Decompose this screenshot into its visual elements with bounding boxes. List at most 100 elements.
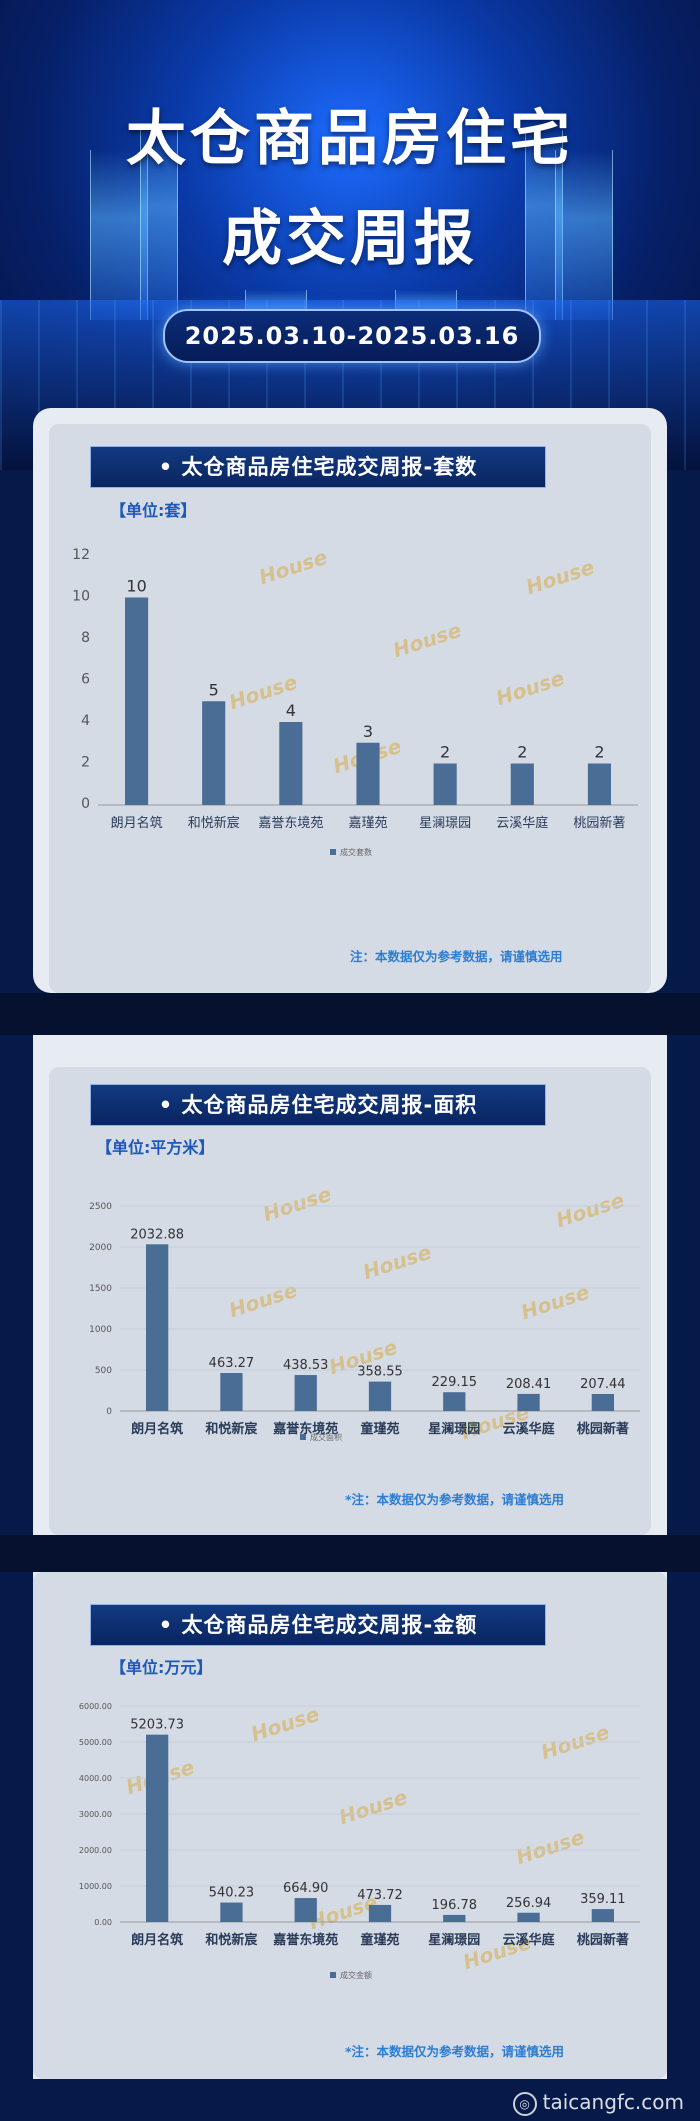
section-card-amount xyxy=(33,1572,667,2079)
category-label: 嘉誉东境苑 xyxy=(272,1932,338,1948)
y-tick-label: 3000.00 xyxy=(79,1810,112,1819)
category-label: 云溪华庭 xyxy=(496,815,548,831)
y-tick-label: 500 xyxy=(95,1366,112,1376)
unit-label: 【单位:平方米】 xyxy=(96,1138,215,1157)
category-label: 和悦新宸 xyxy=(188,815,240,831)
y-tick-label: 6000.00 xyxy=(79,1702,112,1711)
section-divider xyxy=(0,1535,700,1572)
section-header: • 太仓商品房住宅成交周报-套数 xyxy=(90,446,546,488)
bar xyxy=(294,1898,317,1922)
section-header: • 太仓商品房住宅成交周报-金额 xyxy=(90,1604,546,1646)
bar xyxy=(220,1373,243,1411)
data-label: 207.44 xyxy=(580,1377,626,1392)
bar xyxy=(443,1914,466,1922)
site-logo-icon: ◎ xyxy=(512,2091,537,2116)
section-header: • 太仓商品房住宅成交周报-面积 xyxy=(90,1084,546,1126)
legend-label: 成交套数 xyxy=(340,847,372,857)
data-label: 2 xyxy=(594,743,604,762)
bar xyxy=(591,1909,614,1922)
bar xyxy=(279,722,303,805)
legend-swatch xyxy=(330,1972,336,1978)
category-label: 童瑾苑 xyxy=(360,1932,399,1948)
y-tick-label: 1000.00 xyxy=(79,1882,112,1891)
category-label: 朗月名筑 xyxy=(131,1421,183,1437)
bar xyxy=(517,1393,540,1411)
bar xyxy=(368,1904,392,1922)
category-label: 星澜璟园 xyxy=(428,1421,480,1437)
bar xyxy=(510,763,534,805)
category-label: 桃园新著 xyxy=(577,1932,629,1948)
category-label: 云溪华庭 xyxy=(503,1421,556,1437)
category-label: 朗月名筑 xyxy=(111,815,163,831)
y-tick-label: 12 xyxy=(72,547,90,563)
y-tick-label: 5000.00 xyxy=(79,1738,112,1747)
section-inner xyxy=(49,424,651,993)
data-label: 463.27 xyxy=(209,1356,255,1371)
bar xyxy=(146,1244,169,1411)
light-pillar xyxy=(555,150,613,320)
y-tick-label: 0.00 xyxy=(94,1918,112,1927)
y-tick-label: 0 xyxy=(81,796,90,812)
category-label: 桃园新著 xyxy=(573,815,625,831)
category-label: 嘉誉东境苑 xyxy=(272,1421,338,1437)
data-label: 208.41 xyxy=(506,1377,552,1392)
disclaimer-note: *注：本数据仅为参考数据，请谨慎选用 xyxy=(345,1492,565,1507)
category-label: 和悦新宸 xyxy=(205,1421,258,1437)
data-label: 2 xyxy=(517,743,527,762)
disclaimer-note: 注：本数据仅为参考数据，请谨慎选用 xyxy=(350,949,563,964)
bar xyxy=(587,763,611,805)
page-title: 太仓商品房住宅 xyxy=(126,104,574,174)
y-tick-label: 2000 xyxy=(89,1243,112,1253)
bar xyxy=(220,1902,243,1922)
bar xyxy=(433,763,457,805)
legend-swatch xyxy=(330,849,336,855)
bar xyxy=(146,1734,169,1922)
data-label: 438.53 xyxy=(283,1358,329,1373)
legend-label: 成交面积 xyxy=(310,1432,342,1442)
category-label: 嘉誉东境苑 xyxy=(258,816,323,831)
y-tick-label: 1000 xyxy=(89,1325,112,1335)
data-label: 5 xyxy=(209,680,219,699)
data-label: 359.11 xyxy=(580,1892,626,1907)
category-label: 星澜璟园 xyxy=(428,1932,480,1948)
hero-banner: 太仓商品房住宅 成交周报 2025.03.10-2025.03.16 xyxy=(0,0,700,470)
data-label: 664.90 xyxy=(283,1881,329,1896)
data-label: 229.15 xyxy=(432,1375,478,1390)
data-label: 358.55 xyxy=(357,1365,403,1380)
category-label: 云溪华庭 xyxy=(503,1932,556,1948)
y-tick-label: 2 xyxy=(81,755,90,771)
y-tick-label: 6 xyxy=(81,672,90,688)
y-tick-label: 8 xyxy=(81,630,90,646)
data-label: 3 xyxy=(363,722,373,741)
y-tick-label: 0 xyxy=(106,1407,112,1417)
site-footer: ◎ taicangfc.com xyxy=(512,2090,684,2116)
bar xyxy=(443,1392,466,1411)
legend-label: 成交金额 xyxy=(340,1970,372,1980)
data-label: 10 xyxy=(126,577,146,596)
category-label: 桃园新著 xyxy=(577,1421,629,1437)
bar xyxy=(125,597,149,805)
y-tick-label: 1500 xyxy=(89,1284,112,1294)
bar xyxy=(356,742,380,805)
category-label: 朗月名筑 xyxy=(131,1932,183,1948)
data-label: 196.78 xyxy=(432,1898,478,1913)
legend-swatch xyxy=(300,1434,306,1440)
section-inner xyxy=(33,1572,667,2079)
data-label: 2 xyxy=(440,743,450,762)
bar xyxy=(517,1912,540,1922)
y-tick-label: 2500 xyxy=(89,1202,112,1212)
y-tick-label: 4 xyxy=(81,713,90,729)
y-tick-label: 2000.00 xyxy=(79,1846,112,1855)
light-pillar xyxy=(140,130,178,320)
unit-label: 【单位:万元】 xyxy=(110,1658,213,1677)
bar xyxy=(591,1393,614,1411)
category-label: 嘉瑾苑 xyxy=(348,816,387,831)
page-subtitle: 成交周报 xyxy=(222,204,478,274)
data-label: 473.72 xyxy=(357,1888,403,1903)
category-label: 星澜璟园 xyxy=(419,816,471,831)
data-label: 256.94 xyxy=(506,1896,552,1911)
y-tick-label: 10 xyxy=(72,589,90,605)
data-label: 540.23 xyxy=(209,1886,255,1901)
